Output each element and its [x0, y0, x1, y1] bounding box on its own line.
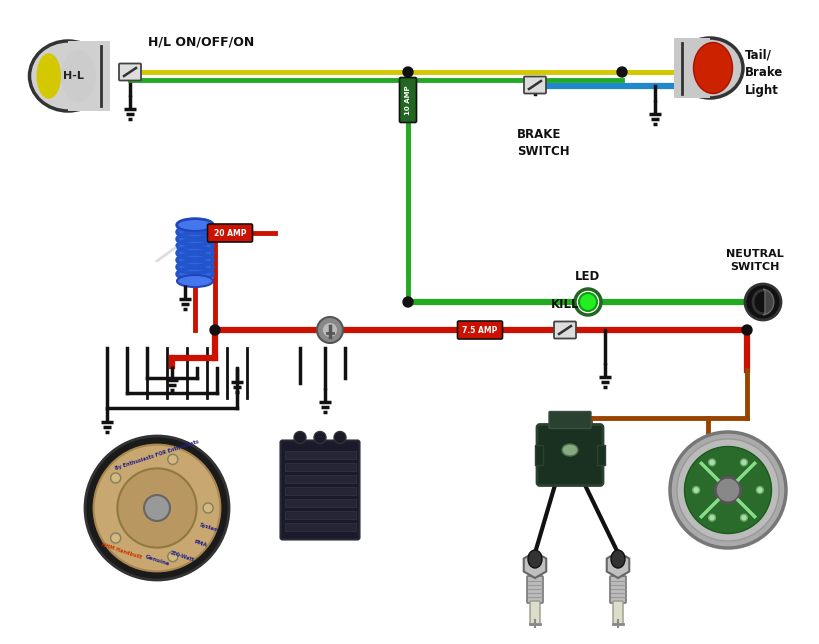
FancyBboxPatch shape: [610, 576, 626, 603]
Circle shape: [403, 297, 413, 307]
Circle shape: [111, 473, 120, 483]
Bar: [68, 41, 110, 111]
Circle shape: [708, 514, 716, 521]
Circle shape: [294, 431, 306, 444]
Ellipse shape: [180, 221, 210, 229]
FancyBboxPatch shape: [458, 321, 503, 339]
Polygon shape: [607, 552, 629, 578]
Bar: [597, 445, 605, 465]
FancyBboxPatch shape: [554, 321, 576, 339]
Ellipse shape: [528, 550, 542, 568]
Circle shape: [579, 293, 597, 311]
Ellipse shape: [180, 242, 210, 250]
Polygon shape: [523, 552, 546, 578]
FancyBboxPatch shape: [207, 224, 252, 242]
Ellipse shape: [694, 43, 732, 93]
Bar: [284, 475, 355, 482]
Ellipse shape: [177, 219, 213, 231]
Polygon shape: [763, 289, 774, 315]
Circle shape: [203, 503, 213, 513]
Ellipse shape: [180, 256, 210, 264]
Text: 10 AMP: 10 AMP: [405, 85, 411, 115]
Bar: [284, 498, 355, 506]
Ellipse shape: [180, 263, 210, 271]
Circle shape: [670, 432, 786, 548]
Circle shape: [210, 325, 220, 335]
Ellipse shape: [177, 275, 213, 287]
Circle shape: [314, 431, 326, 444]
Circle shape: [745, 284, 781, 320]
Circle shape: [168, 454, 178, 464]
Circle shape: [617, 67, 627, 77]
Circle shape: [334, 431, 346, 444]
Circle shape: [708, 459, 716, 466]
Bar: [284, 511, 355, 518]
Circle shape: [740, 514, 748, 521]
Bar: [674, 38, 710, 98]
Circle shape: [322, 322, 337, 338]
Text: KILL: KILL: [550, 298, 579, 311]
Circle shape: [85, 436, 229, 580]
Circle shape: [317, 317, 343, 343]
Circle shape: [715, 477, 740, 503]
FancyBboxPatch shape: [524, 77, 546, 93]
Bar: [284, 451, 355, 459]
Circle shape: [677, 439, 779, 541]
Bar: [178, 225, 212, 281]
Ellipse shape: [180, 235, 210, 243]
Ellipse shape: [180, 228, 210, 236]
FancyBboxPatch shape: [613, 601, 623, 625]
Ellipse shape: [611, 550, 625, 568]
Text: H/L ON/OFF/ON: H/L ON/OFF/ON: [148, 35, 254, 48]
Circle shape: [111, 533, 120, 543]
Bar: [535, 445, 543, 465]
Circle shape: [403, 67, 413, 77]
FancyBboxPatch shape: [527, 576, 543, 603]
Text: PMA: PMA: [193, 540, 207, 549]
FancyBboxPatch shape: [119, 64, 141, 80]
Circle shape: [117, 468, 197, 547]
FancyBboxPatch shape: [537, 424, 603, 486]
Circle shape: [715, 477, 740, 503]
Text: HHM Handbuilt: HHM Handbuilt: [100, 542, 142, 560]
FancyBboxPatch shape: [280, 440, 360, 540]
Ellipse shape: [37, 53, 61, 99]
Text: BRAKE
SWITCH: BRAKE SWITCH: [517, 128, 570, 158]
Text: By Enthusiasts FOR Enthusiasts: By Enthusiasts FOR Enthusiasts: [115, 439, 200, 471]
Text: Tail/
Brake
Light: Tail/ Brake Light: [745, 48, 783, 97]
Text: 200-Watt: 200-Watt: [170, 551, 195, 564]
Text: NEUTRAL
SWITCH: NEUTRAL SWITCH: [726, 249, 784, 272]
Circle shape: [757, 486, 763, 493]
Bar: [284, 522, 355, 531]
FancyBboxPatch shape: [530, 601, 540, 625]
Circle shape: [93, 444, 220, 571]
Bar: [284, 486, 355, 495]
Ellipse shape: [180, 249, 210, 257]
Ellipse shape: [29, 41, 106, 111]
Ellipse shape: [753, 290, 773, 314]
Text: H-L: H-L: [62, 71, 84, 81]
Circle shape: [575, 289, 601, 315]
Ellipse shape: [61, 50, 96, 102]
Ellipse shape: [677, 38, 743, 98]
Bar: [284, 462, 355, 471]
Circle shape: [742, 325, 752, 335]
Circle shape: [144, 495, 170, 521]
Circle shape: [740, 459, 748, 466]
FancyBboxPatch shape: [400, 77, 417, 122]
FancyBboxPatch shape: [549, 412, 591, 428]
Ellipse shape: [180, 270, 210, 278]
Circle shape: [168, 551, 178, 562]
Text: LED: LED: [576, 270, 600, 283]
Circle shape: [685, 446, 771, 533]
Circle shape: [693, 486, 699, 493]
Text: 20 AMP: 20 AMP: [214, 229, 247, 238]
Ellipse shape: [562, 444, 578, 456]
Text: Genuine: Genuine: [144, 554, 170, 567]
Text: System: System: [198, 523, 219, 534]
Text: 7.5 AMP: 7.5 AMP: [462, 325, 498, 334]
